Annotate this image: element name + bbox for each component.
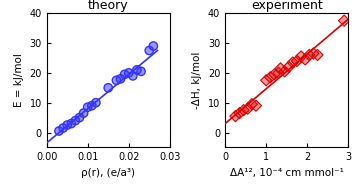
X-axis label: ρ(r), (e/a³): ρ(r), (e/a³)	[81, 168, 135, 178]
Point	[233, 115, 238, 118]
Point	[64, 124, 70, 127]
Point	[314, 53, 320, 57]
Point	[122, 73, 127, 76]
Point	[64, 124, 70, 127]
Y-axis label: -ΔH, kJ/mol: -ΔH, kJ/mol	[192, 52, 202, 109]
Point	[150, 45, 156, 48]
Point	[76, 116, 82, 119]
Point	[253, 104, 259, 107]
Point	[93, 101, 99, 104]
Point	[113, 79, 119, 82]
Point	[341, 19, 347, 22]
Point	[89, 104, 95, 107]
Point	[60, 126, 66, 129]
Point	[290, 61, 296, 64]
Point	[76, 116, 82, 119]
Point	[314, 53, 320, 57]
Point	[263, 79, 269, 82]
Point	[276, 71, 281, 74]
Point	[85, 106, 90, 109]
Point	[276, 71, 281, 74]
Point	[278, 67, 283, 70]
Point	[56, 129, 62, 132]
Point	[93, 101, 99, 104]
Point	[267, 76, 273, 79]
Point	[241, 109, 247, 112]
Point	[263, 79, 269, 82]
Point	[341, 19, 347, 22]
Point	[138, 70, 144, 73]
Point	[311, 52, 316, 55]
Point	[89, 104, 95, 107]
Point	[85, 106, 90, 109]
Point	[271, 73, 277, 76]
Point	[282, 70, 288, 73]
Point	[302, 58, 308, 61]
Point	[126, 71, 132, 74]
Point	[69, 122, 74, 125]
Point	[278, 67, 283, 70]
Point	[249, 103, 255, 106]
Point	[294, 59, 300, 62]
Point	[311, 52, 316, 55]
Point	[237, 112, 242, 115]
Point	[286, 65, 292, 68]
Title: theory: theory	[88, 0, 129, 12]
Point	[146, 49, 152, 52]
Point	[60, 126, 66, 129]
Point	[105, 86, 111, 89]
Point	[73, 119, 78, 122]
Point	[118, 77, 123, 80]
Point	[298, 55, 304, 58]
Point	[130, 74, 136, 77]
Point	[81, 112, 87, 115]
Point	[245, 107, 251, 110]
Point	[282, 70, 288, 73]
Point	[298, 55, 304, 58]
Point	[306, 53, 312, 57]
Point	[122, 73, 127, 76]
Point	[150, 45, 156, 48]
Point	[290, 61, 296, 64]
Point	[130, 74, 136, 77]
Point	[241, 109, 247, 112]
Point	[113, 79, 119, 82]
Point	[134, 68, 140, 71]
Point	[138, 70, 144, 73]
Point	[253, 104, 259, 107]
Point	[81, 112, 87, 115]
Point	[69, 122, 74, 125]
Point	[271, 73, 277, 76]
Point	[118, 77, 123, 80]
Y-axis label: E = kJ/mol: E = kJ/mol	[14, 53, 24, 107]
Point	[126, 71, 132, 74]
Point	[294, 59, 300, 62]
Title: experiment: experiment	[251, 0, 323, 12]
X-axis label: ΔA¹², 10⁻⁴ cm mmol⁻¹: ΔA¹², 10⁻⁴ cm mmol⁻¹	[230, 168, 344, 178]
Point	[73, 119, 78, 122]
Point	[267, 76, 273, 79]
Point	[233, 115, 238, 118]
Point	[237, 112, 242, 115]
Point	[249, 103, 255, 106]
Point	[286, 65, 292, 68]
Point	[134, 68, 140, 71]
Point	[306, 53, 312, 57]
Point	[56, 129, 62, 132]
Point	[146, 49, 152, 52]
Point	[245, 107, 251, 110]
Point	[105, 86, 111, 89]
Point	[302, 58, 308, 61]
